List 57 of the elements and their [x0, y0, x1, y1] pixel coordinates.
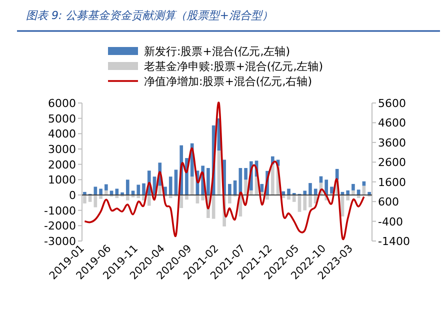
line-series [84, 102, 365, 239]
bar [158, 186, 162, 195]
chart-title: 图表 9: 公募基金资金贡献测算（股票型+混合型） [26, 9, 273, 22]
y-tick-label: 4000 [48, 128, 76, 141]
bar [228, 195, 232, 204]
legend-label: 老基金净申赎:股票+混合(亿元,左轴) [144, 60, 324, 73]
bar [136, 184, 140, 195]
bar [346, 195, 350, 200]
y-tick-label: 2000 [48, 158, 76, 172]
legend-label: 净值净增加:股票+混合(亿元,右轴) [144, 75, 312, 88]
y2-tick-label: 1600 [378, 176, 406, 189]
y-tick-label: 6000 [48, 97, 76, 110]
y2-tick-label: 2600 [378, 156, 406, 170]
bar [180, 195, 184, 208]
bar [362, 181, 366, 186]
y2-tick-label: 600 [378, 196, 399, 209]
bar [115, 188, 119, 195]
bar [104, 184, 108, 190]
y2-tick-label: -1400 [378, 235, 410, 248]
bar [142, 183, 146, 195]
bar [201, 195, 204, 200]
y2-tick-label: -400 [378, 215, 403, 228]
y-tick-label: 3000 [48, 143, 76, 156]
bar [244, 168, 248, 180]
bar [303, 195, 307, 210]
bar [308, 183, 312, 195]
bar [335, 168, 339, 180]
y-tick-label: 5000 [48, 112, 76, 126]
bar [250, 190, 253, 195]
bar [352, 184, 355, 190]
bar [314, 188, 318, 195]
bar [99, 188, 102, 195]
bar [287, 188, 290, 195]
y-tick-label: 1000 [48, 174, 76, 187]
y-tick-label: -1000 [44, 204, 76, 218]
bar [228, 184, 232, 195]
bar [206, 168, 210, 195]
bar [168, 176, 172, 195]
bar [244, 180, 248, 195]
y2-tick-label: 3600 [378, 136, 406, 150]
bar [83, 195, 86, 204]
y2-tick-label: 5600 [378, 97, 406, 110]
bar [104, 190, 108, 195]
y-tick-label: 0 [69, 189, 76, 202]
bar [330, 186, 334, 194]
y2-tick-label: 4600 [378, 116, 406, 130]
bar [126, 180, 130, 195]
bar [126, 195, 130, 200]
legend-label: 新发行:股票+混合(亿元,左轴) [144, 45, 290, 58]
bar [308, 195, 312, 208]
bar [270, 164, 274, 195]
y-tick-label: -2000 [44, 220, 76, 233]
y-tick-label: -3000 [44, 235, 76, 248]
bar [147, 195, 151, 206]
bar [190, 176, 194, 195]
bar [260, 184, 264, 192]
bar [292, 195, 296, 202]
